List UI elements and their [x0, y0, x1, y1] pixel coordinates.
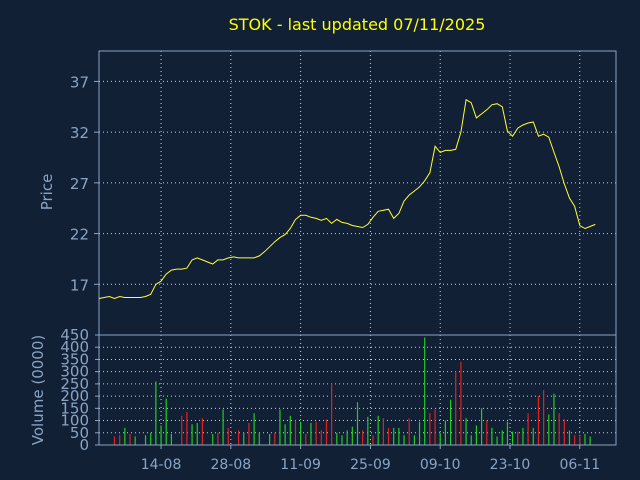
- volume-y-tick-label: 100: [60, 412, 89, 430]
- price-line: [98, 98, 596, 300]
- volume-y-axis-label: Volume (0000): [29, 335, 47, 445]
- price-gridlines: [99, 51, 616, 335]
- date-x-axis: 14-08 28-08 11-09 25-09 09-10 23-10 06-11: [141, 445, 600, 473]
- volume-y-tick-label: 350: [60, 350, 89, 368]
- x-tick-label: 23-10: [490, 457, 531, 473]
- x-tick-label: 06-11: [559, 457, 600, 473]
- price-y-tick-label: 37: [70, 73, 89, 91]
- volume-y-tick-label: 0: [79, 436, 89, 454]
- x-tick-label: 25-09: [350, 457, 391, 473]
- volume-y-tick-label: 150: [60, 399, 89, 417]
- price-y-tick-label: 17: [70, 276, 89, 294]
- price-panel: 17 22 27 32 37 Price: [38, 50, 617, 336]
- volume-plot-frame: [98, 334, 617, 446]
- volume-y-tick-label: 50: [70, 424, 89, 442]
- volume-y-tick-label: 450: [60, 326, 89, 344]
- price-y-axis: 17 22 27 32 37: [70, 73, 99, 294]
- price-y-tick-label: 32: [70, 124, 89, 142]
- x-tick-label: 09-10: [420, 457, 461, 473]
- volume-y-tick-label: 250: [60, 375, 89, 393]
- x-tick-label: 28-08: [210, 457, 251, 473]
- volume-y-tick-label: 300: [60, 363, 89, 381]
- price-y-tick-label: 22: [70, 226, 89, 244]
- x-tick-label: 14-08: [141, 457, 182, 473]
- x-tick-label: 11-09: [280, 457, 321, 473]
- price-y-tick-label: 27: [70, 175, 89, 193]
- volume-y-tick-label: 400: [60, 338, 89, 356]
- volume-bars: [113, 337, 591, 445]
- price-y-axis-label: Price: [38, 174, 56, 211]
- volume-y-tick-label: 200: [60, 387, 89, 405]
- chart-title: STOK - last updated 07/11/2025: [229, 15, 486, 34]
